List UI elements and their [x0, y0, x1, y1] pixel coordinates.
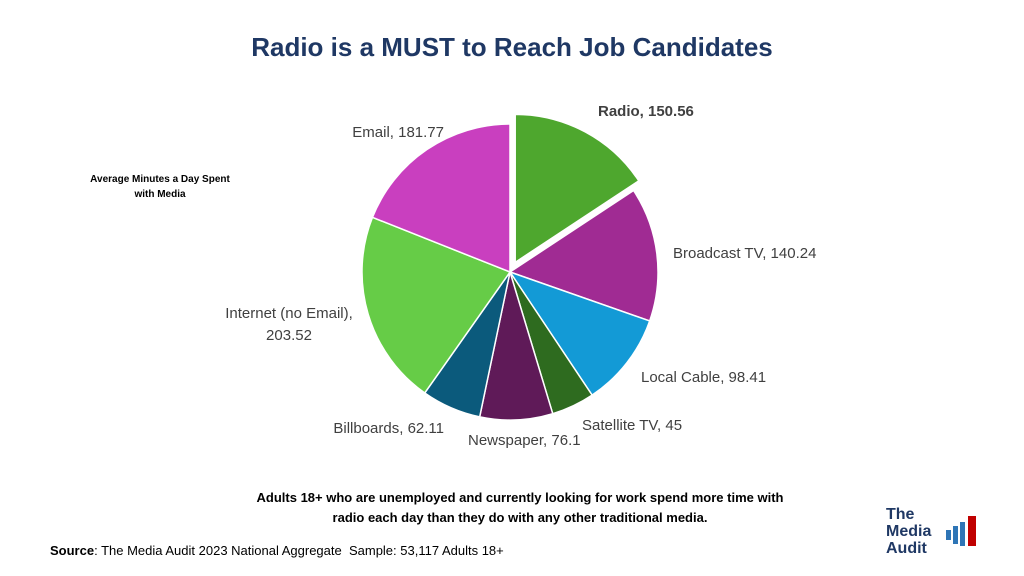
logo-line: The — [886, 506, 915, 523]
annotation: Adults 18+ who are unemployed and curren… — [256, 490, 784, 525]
data-label: Satellite TV, 45 — [582, 417, 683, 434]
pie-slice — [361, 216, 512, 395]
pie-slice — [514, 113, 640, 264]
data-label: Broadcast TV, 140.24 — [673, 245, 817, 262]
logo-icon — [946, 516, 976, 546]
chart-title: Radio is a MUST to Reach Job Candidates — [251, 32, 773, 62]
data-label: Local Cable, 98.41 — [641, 369, 767, 386]
source-label: Source — [50, 543, 95, 558]
logo-line: Audit — [886, 540, 927, 557]
pie-slice — [371, 123, 511, 274]
logo: The Media Audit — [886, 506, 931, 557]
data-label: Billboards, 62.11 — [333, 420, 444, 437]
data-label: Newspaper, 76.1 — [468, 432, 581, 449]
logo-line: Media — [886, 523, 932, 540]
data-label: Internet (no Email), 203.52 — [225, 305, 353, 344]
pie-slice — [508, 270, 651, 397]
data-label: Email, 181.77 — [352, 124, 444, 141]
source: Source: The Media Audit 2023 National Ag… — [50, 543, 504, 558]
data-label: Radio, 150.56 — [598, 103, 694, 120]
subtitle: Average Minutes a Day Spent with Media — [90, 174, 230, 200]
source-text: : The Media Audit 2023 National Aggregat… — [94, 543, 504, 558]
pie-slice — [508, 189, 659, 322]
